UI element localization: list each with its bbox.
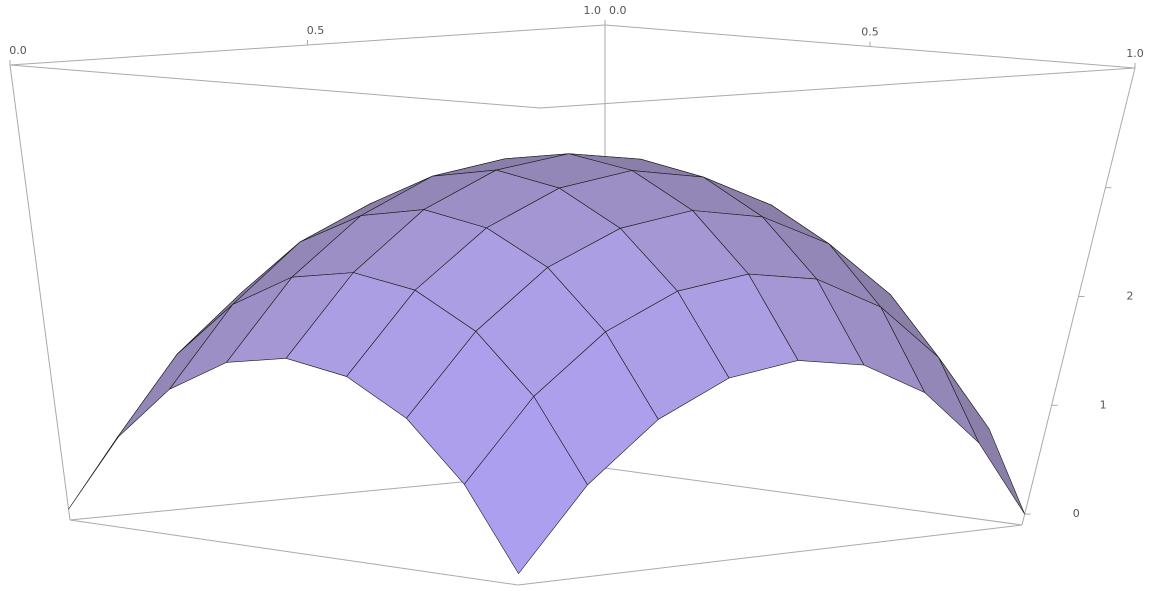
x-tick-label: 0.0 — [9, 44, 27, 57]
box-edge — [69, 519, 519, 586]
z-tick-label: 2 — [1127, 290, 1134, 303]
y-tick-label: 1.0 — [1126, 47, 1144, 60]
x-tick-label: 1.0 — [584, 4, 602, 17]
box-edge — [9, 64, 541, 109]
box-edge — [9, 64, 71, 521]
x-tick-label: 0.5 — [307, 24, 325, 37]
z-tick-label: 1 — [1100, 398, 1107, 411]
surface-patch — [116, 304, 233, 439]
surface-patch — [938, 357, 1025, 515]
surface-patch — [463, 395, 588, 575]
box-edge — [517, 524, 1023, 586]
box-edge — [604, 467, 1023, 526]
y-tick-label: 0.0 — [609, 4, 627, 17]
y-tick-label: 0.5 — [861, 26, 879, 39]
box-edge — [539, 67, 1136, 109]
z-tick-label: 0 — [1073, 507, 1080, 520]
